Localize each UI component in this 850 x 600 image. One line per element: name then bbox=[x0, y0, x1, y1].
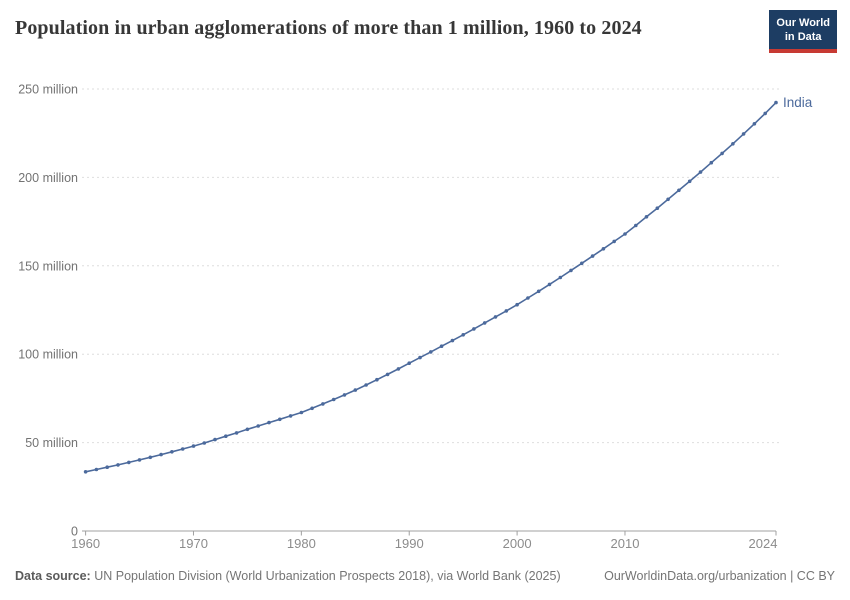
data-point-marker bbox=[698, 170, 703, 174]
data-point-marker bbox=[547, 282, 552, 287]
data-source-text: UN Population Division (World Urbanizati… bbox=[90, 569, 561, 583]
data-point-marker bbox=[278, 417, 282, 422]
data-point-marker bbox=[763, 111, 767, 116]
data-point-marker bbox=[267, 420, 271, 425]
data-point-marker bbox=[472, 327, 476, 331]
y-axis-tick-label: 250 million bbox=[18, 83, 78, 97]
data-point-marker bbox=[342, 393, 347, 397]
x-axis-tick-label: 1970 bbox=[179, 536, 208, 551]
data-point-marker bbox=[429, 350, 433, 354]
data-point-marker bbox=[515, 302, 519, 307]
data-point-marker bbox=[601, 247, 606, 251]
owid-logo-line2: in Data bbox=[784, 31, 822, 43]
data-point-marker bbox=[526, 296, 530, 300]
data-point-marker bbox=[321, 402, 325, 406]
data-point-marker bbox=[418, 355, 422, 360]
data-point-marker bbox=[191, 444, 196, 448]
data-point-marker bbox=[375, 377, 379, 382]
data-point-marker bbox=[493, 315, 498, 319]
y-axis-tick-label: 0 bbox=[71, 525, 78, 539]
data-source-label: Data source: bbox=[15, 569, 91, 583]
data-point-marker bbox=[580, 261, 584, 266]
data-point-marker bbox=[310, 406, 314, 411]
data-point-marker bbox=[105, 465, 109, 470]
data-point-marker bbox=[461, 333, 466, 337]
data-point-marker bbox=[83, 470, 88, 474]
y-axis-tick-label: 100 million bbox=[18, 348, 78, 362]
data-point-marker bbox=[741, 132, 746, 136]
data-point-marker bbox=[94, 467, 99, 472]
data-point-marker bbox=[666, 197, 670, 202]
owid-url-license-link[interactable]: OurWorldinData.org/urbanization | CC BY bbox=[604, 569, 835, 583]
data-point-marker bbox=[353, 388, 358, 392]
data-point-marker bbox=[558, 275, 563, 280]
data-line-india[interactable] bbox=[84, 101, 777, 473]
data-point-marker bbox=[709, 160, 714, 165]
x-axis-tick-label: 1990 bbox=[395, 536, 424, 551]
y-axis-tick-label: 150 million bbox=[18, 259, 78, 273]
chart-title: Population in urban agglomerations of mo… bbox=[15, 17, 642, 39]
data-point-marker bbox=[385, 372, 390, 377]
data-point-marker bbox=[612, 239, 616, 244]
data-source-note: Data source: UN Population Division (Wor… bbox=[15, 569, 561, 583]
data-point-marker bbox=[170, 450, 174, 454]
data-point-marker bbox=[774, 100, 778, 105]
data-point-marker bbox=[148, 455, 153, 460]
data-point-marker bbox=[245, 427, 250, 432]
data-point-marker bbox=[450, 338, 455, 343]
data-point-marker bbox=[731, 142, 735, 146]
data-point-marker bbox=[677, 188, 681, 193]
data-point-marker bbox=[752, 122, 757, 126]
data-point-marker bbox=[299, 410, 304, 415]
x-axis-tick-label: 1980 bbox=[287, 536, 316, 551]
data-point-marker bbox=[439, 344, 444, 349]
data-point-marker bbox=[234, 431, 239, 435]
data-point-marker bbox=[224, 434, 228, 439]
data-point-marker bbox=[116, 463, 120, 467]
data-point-marker bbox=[331, 397, 336, 402]
data-point-marker bbox=[137, 458, 142, 462]
x-axis-tick-label: 1960 bbox=[71, 536, 100, 551]
x-axis-tick-label: 2024 bbox=[749, 536, 778, 551]
x-axis-tick-label: 2010 bbox=[611, 536, 640, 551]
data-point-marker bbox=[590, 254, 595, 258]
data-point-marker bbox=[644, 215, 649, 219]
y-axis-tick-label: 50 million bbox=[25, 436, 78, 450]
owid-logo[interactable]: Our World in Data bbox=[769, 10, 837, 53]
data-point-marker bbox=[482, 321, 487, 325]
data-point-marker bbox=[504, 309, 509, 313]
data-point-marker bbox=[364, 383, 368, 387]
y-axis-tick-label: 200 million bbox=[18, 171, 78, 185]
data-point-marker bbox=[720, 151, 724, 156]
x-axis-tick-label: 2000 bbox=[503, 536, 532, 551]
data-point-marker bbox=[655, 206, 660, 210]
data-point-marker bbox=[202, 441, 207, 445]
data-point-marker bbox=[687, 179, 692, 184]
data-point-marker bbox=[288, 414, 293, 418]
data-point-marker bbox=[569, 268, 573, 273]
chart-footer: Data source: UN Population Division (Wor… bbox=[15, 569, 835, 583]
data-point-marker bbox=[536, 289, 541, 294]
data-point-marker bbox=[213, 437, 217, 442]
owid-logo-line1: Our World bbox=[776, 17, 830, 29]
data-point-marker bbox=[407, 361, 412, 366]
data-point-marker bbox=[623, 232, 627, 236]
data-point-marker bbox=[256, 424, 261, 428]
data-point-marker bbox=[127, 460, 131, 465]
data-point-marker bbox=[159, 452, 163, 457]
data-point-marker bbox=[180, 447, 185, 451]
data-point-marker bbox=[396, 367, 401, 371]
data-point-marker bbox=[634, 223, 638, 228]
series-label-india[interactable]: India bbox=[783, 95, 813, 110]
